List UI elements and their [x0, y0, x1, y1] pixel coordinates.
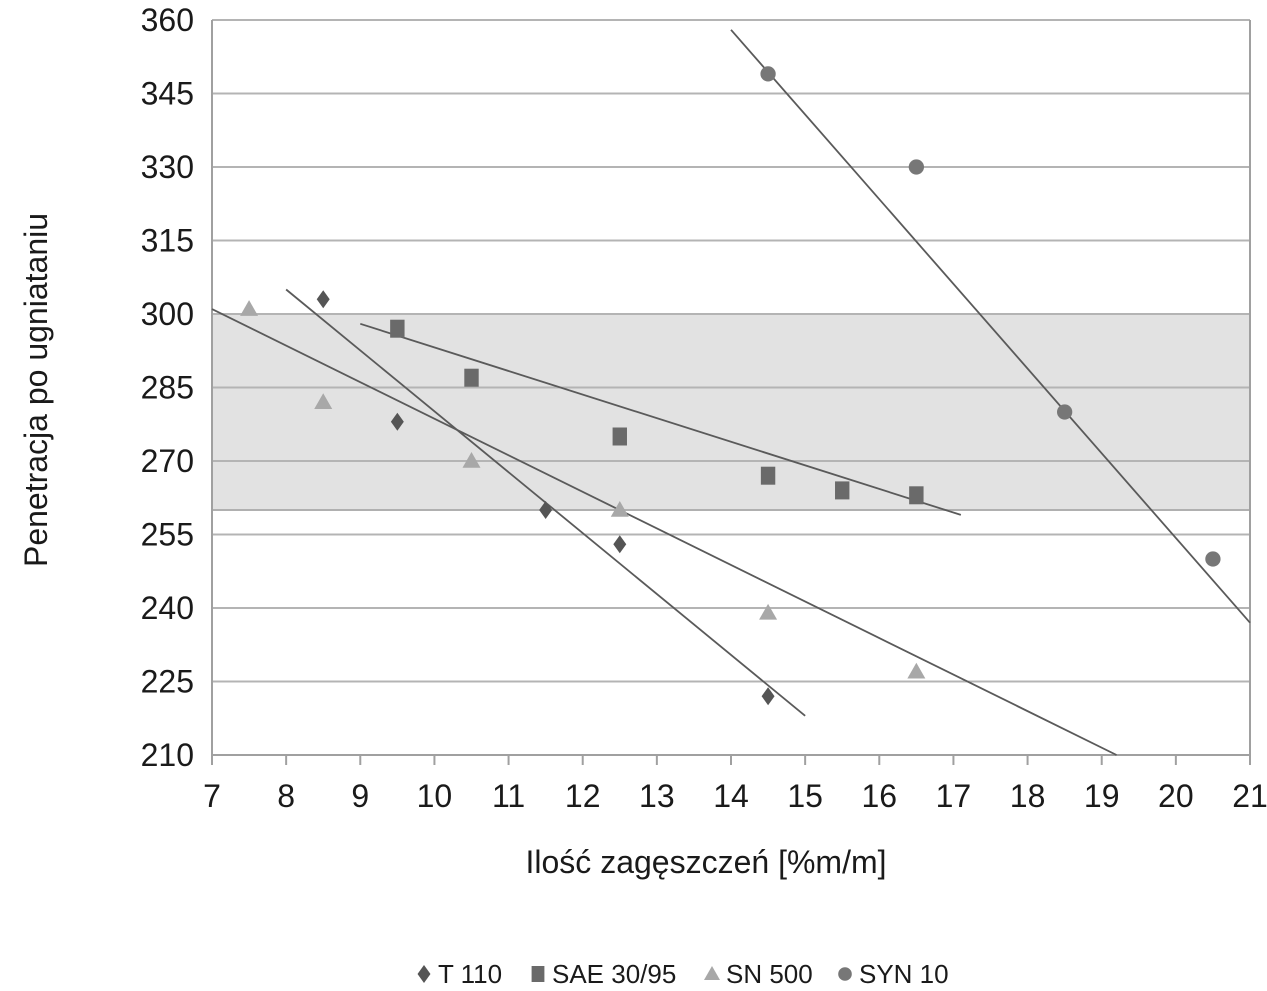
point-syn-10 [1205, 551, 1221, 567]
x-tick-label: 19 [1084, 778, 1120, 814]
point-sae-30-95 [612, 427, 627, 446]
legend-marker-sn-500 [704, 966, 720, 980]
point-syn-10 [908, 159, 925, 175]
x-tick-label: 18 [1010, 778, 1046, 814]
point-t-110 [761, 687, 775, 706]
x-tick-label: 9 [351, 778, 369, 814]
x-tick-labels: 7 8 9 10 11 12 13 14 15 16 17 18 19 20 21 [203, 778, 1267, 814]
y-tick-label: 345 [141, 76, 194, 112]
y-tick-label: 210 [141, 737, 194, 773]
point-sn-500 [314, 393, 333, 409]
x-tick-label: 8 [277, 778, 295, 814]
y-tick-label: 315 [141, 223, 194, 259]
x-tick-label: 14 [713, 778, 749, 814]
trendline-sae-30-95 [360, 322, 962, 516]
point-t-110 [390, 412, 404, 431]
gridlines-layer [212, 19, 1250, 756]
legend: T 110 SAE 30/95 SN 500 SYN 10 [417, 959, 949, 989]
point-sn-500 [907, 662, 926, 679]
point-sae-30-95 [464, 368, 479, 387]
shaded-band [212, 314, 1250, 510]
x-tick-label: 10 [417, 778, 453, 814]
point-sae-30-95 [909, 486, 924, 505]
y-tick-label: 255 [141, 517, 194, 553]
legend-marker-t-110 [417, 965, 431, 983]
data-points-layer [240, 66, 1221, 706]
x-tick-label: 17 [936, 778, 972, 814]
trendline-syn-10 [730, 29, 1251, 624]
legend-label-syn-10: SYN 10 [859, 959, 949, 989]
x-tick-label: 21 [1232, 778, 1267, 814]
x-tick-label: 11 [492, 778, 525, 814]
trendline-sn-500 [211, 308, 1117, 756]
y-tick-labels: 210 225 240 255 270 285 300 315 330 345 360 [141, 2, 194, 773]
legend-marker-syn-10 [838, 967, 852, 981]
point-sae-30-95 [835, 481, 850, 500]
y-tick-label: 240 [141, 590, 194, 626]
legend-item-sn-500: SN 500 [704, 959, 813, 989]
legend-label-sn-500: SN 500 [726, 959, 813, 989]
y-tick-label: 225 [141, 664, 194, 700]
point-sae-30-95 [760, 466, 776, 485]
point-sn-500 [462, 452, 481, 468]
y-tick-label: 285 [141, 370, 194, 406]
legend-item-syn-10: SYN 10 [838, 959, 949, 989]
legend-item-t-110: T 110 [417, 959, 502, 989]
y-tick-label: 330 [141, 149, 194, 185]
point-sae-30-95 [390, 319, 405, 338]
x-tick-label: 12 [565, 778, 601, 814]
legend-item-sae-30-95: SAE 30/95 [531, 959, 676, 989]
point-syn-10 [760, 66, 776, 82]
y-tick-label: 360 [141, 2, 194, 38]
y-axis-title: Penetracja po ugniataniu [18, 213, 54, 567]
x-tick-label: 13 [639, 778, 675, 814]
legend-marker-sae-30-95 [531, 966, 545, 982]
legend-label-t-110: T 110 [438, 959, 502, 989]
point-sn-500 [759, 603, 778, 620]
point-t-110 [613, 535, 627, 554]
point-t-110 [316, 290, 330, 309]
y-tick-label: 270 [141, 443, 194, 479]
shaded-band-layer [212, 314, 1250, 511]
axes-layer [211, 20, 1251, 765]
x-tick-label: 20 [1158, 778, 1194, 814]
x-tick-label: 15 [787, 778, 823, 814]
point-syn-10 [1056, 404, 1073, 420]
point-sn-500 [610, 501, 629, 517]
legend-label-sae-30-95: SAE 30/95 [552, 959, 676, 989]
y-tick-label: 300 [141, 296, 194, 332]
x-axis-title: Ilość zagęszczeń [%m/m] [526, 844, 887, 880]
x-tick-label: 16 [861, 778, 897, 814]
point-t-110 [539, 501, 553, 519]
x-tick-label: 7 [203, 778, 221, 814]
point-sn-500 [240, 300, 259, 316]
